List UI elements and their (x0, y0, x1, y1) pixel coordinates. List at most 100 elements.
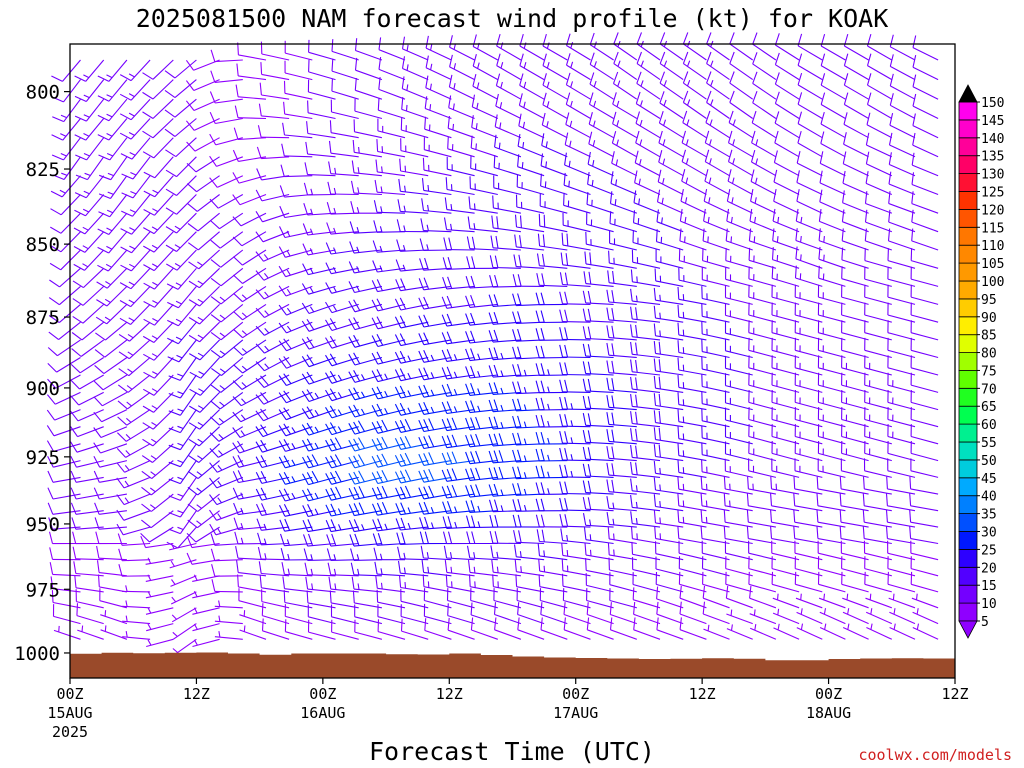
wind-barb (704, 169, 730, 195)
wind-barb (772, 608, 800, 625)
wind-barb (582, 361, 614, 376)
wind-barb (820, 92, 846, 119)
wind-barb (586, 192, 614, 214)
wind-barb (559, 327, 591, 341)
wind-barb (886, 476, 916, 495)
x-tick-label: 12Z (183, 685, 210, 703)
plot-frame (69, 43, 956, 679)
wind-barb (394, 350, 429, 364)
wind-barb (679, 228, 707, 251)
wind-barb (257, 546, 290, 561)
color-bar-segment (958, 387, 978, 407)
wind-barb (278, 265, 313, 278)
wind-barb (348, 519, 382, 533)
color-bar-segment (958, 602, 978, 622)
wind-barb (279, 205, 313, 219)
wind-barb (887, 458, 916, 478)
wind-barb (817, 540, 846, 561)
wind-barb (72, 303, 105, 324)
wind-barb (255, 339, 290, 354)
wind-barb (889, 112, 916, 139)
wind-barb (209, 175, 244, 188)
wind-barb (418, 401, 452, 415)
wind-barb (653, 494, 684, 512)
wind-barb (348, 502, 382, 517)
wind-barb (797, 72, 823, 100)
wind-barb (653, 323, 684, 341)
wind-barb (141, 510, 174, 529)
wind-barb (609, 231, 637, 251)
wind-barb (706, 51, 730, 81)
wind-barb (441, 451, 475, 466)
wind-barb (260, 62, 290, 81)
wind-barb (400, 138, 429, 158)
wind-barb (188, 267, 220, 289)
wind-barb (746, 509, 776, 528)
wind-barb (233, 303, 267, 321)
wind-barb (282, 122, 313, 139)
color-bar-max-arrow (958, 84, 978, 103)
wind-barb (419, 531, 452, 545)
wind-barb (278, 407, 313, 421)
wind-barb (283, 80, 313, 100)
wind-barb (706, 71, 730, 100)
wind-barb (771, 302, 800, 323)
wind-barb (77, 625, 104, 640)
wind-barb (441, 468, 475, 482)
wind-barb (284, 40, 313, 61)
wind-barb (912, 608, 939, 625)
color-bar-label: 60 (981, 418, 997, 433)
wind-barb (535, 345, 568, 359)
wind-barb (465, 433, 498, 448)
wind-barb (233, 321, 267, 339)
credit-text: coolwx.com/models (858, 746, 1012, 764)
wind-barb (535, 310, 568, 324)
wind-barb (729, 32, 754, 61)
wind-barb (677, 286, 707, 305)
wind-barb (284, 619, 313, 640)
wind-barb (278, 356, 313, 369)
wind-barb (582, 463, 614, 478)
wind-barb (394, 297, 429, 311)
wind-barb (863, 540, 892, 561)
wind-barb (255, 439, 290, 453)
wind-barb (658, 130, 684, 158)
wind-barb (119, 267, 151, 290)
wind-barb (308, 59, 336, 81)
wind-barb (418, 384, 452, 398)
wind-barb (635, 91, 661, 119)
wind-barb (255, 303, 290, 318)
wind-barb (95, 321, 128, 341)
wind-barb (588, 92, 614, 119)
wind-barb (889, 73, 916, 100)
wind-barb (214, 615, 243, 625)
wind-barb (537, 233, 568, 251)
wind-barb (606, 496, 637, 512)
wind-barb (279, 533, 313, 547)
wind-barb (301, 336, 336, 350)
wind-barb (325, 318, 359, 332)
wind-barb (165, 194, 197, 215)
wind-barb (93, 374, 128, 391)
wind-barb (116, 460, 151, 473)
wind-barb (818, 593, 846, 609)
wind-barb (255, 321, 290, 336)
wind-barb (418, 468, 452, 483)
wind-barb (468, 196, 498, 214)
wind-barb (705, 110, 730, 139)
wind-barb (122, 615, 151, 625)
wind-barb (46, 391, 81, 405)
wind-barb (910, 540, 939, 561)
wind-barb (564, 132, 591, 158)
wind-barb (842, 608, 869, 625)
wind-barb (910, 440, 939, 462)
wind-barb (304, 562, 336, 577)
wind-barb (142, 98, 174, 119)
color-bar-segment (958, 244, 978, 264)
wind-barb (864, 372, 892, 393)
wind-barb (93, 470, 127, 483)
wind-barb (911, 209, 939, 233)
wind-barb (302, 504, 336, 518)
wind-barb (493, 602, 522, 625)
wind-barb (326, 548, 359, 561)
